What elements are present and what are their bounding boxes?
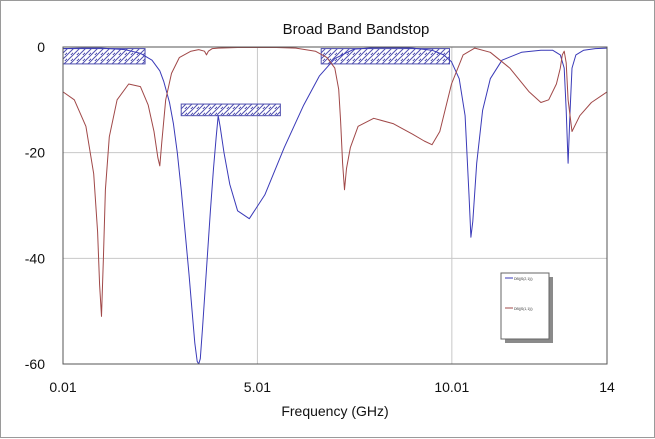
x-axis-ticks: 0.01 5.01 10.01 14 bbox=[49, 379, 615, 395]
legend-entry-s11: DB(|S(1,1)|) bbox=[514, 307, 533, 311]
x-tick-label: 5.01 bbox=[244, 379, 271, 395]
plot-border bbox=[62, 46, 608, 365]
y-tick-label: -60 bbox=[25, 356, 45, 372]
x-tick-label: 14 bbox=[599, 379, 615, 395]
x-tick-label: 10.01 bbox=[434, 379, 469, 395]
x-axis-label: Frequency (GHz) bbox=[281, 403, 388, 419]
y-tick-label: -40 bbox=[25, 250, 45, 266]
y-axis-ticks: 0 -20 -40 -60 bbox=[25, 39, 45, 372]
legend-entry-s21: DB(|S(2,1)|) bbox=[514, 277, 533, 281]
series-line-1 bbox=[62, 47, 608, 365]
y-tick-label: -20 bbox=[25, 145, 45, 161]
legend: DB(|S(2,1)|) DB(|S(1,1)|) bbox=[500, 272, 553, 343]
legend-box bbox=[500, 272, 550, 340]
spec-box-1 bbox=[62, 48, 146, 65]
y-tick-label: 0 bbox=[37, 39, 45, 55]
series-lines bbox=[62, 47, 608, 365]
x-tick-label: 0.01 bbox=[49, 379, 76, 395]
series-line-2 bbox=[62, 47, 608, 317]
specification-boxes bbox=[62, 48, 451, 117]
spec-box-3 bbox=[320, 48, 451, 65]
spec-box-2 bbox=[180, 103, 281, 117]
chart-title: Broad Band Bandstop bbox=[283, 21, 430, 38]
